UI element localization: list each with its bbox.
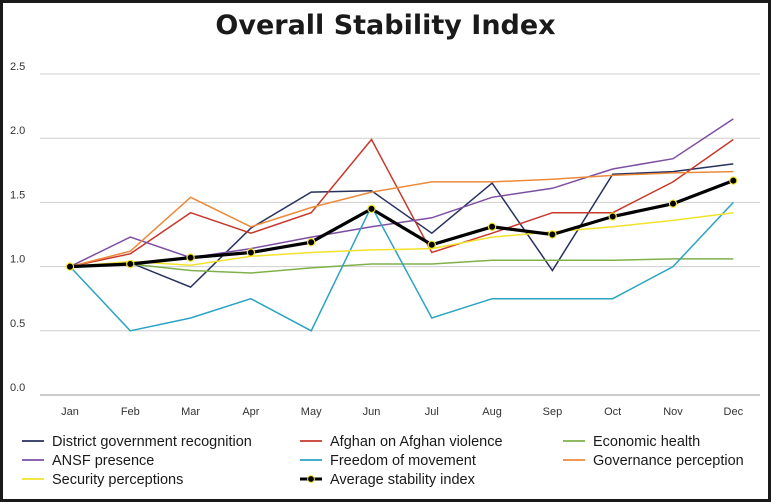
legend: District government recognition Afghan on…: [22, 434, 744, 488]
legend-label-economic-health: Economic health: [593, 434, 700, 450]
legend-label-governance-perception: Governance perception: [593, 453, 744, 469]
x-tick-label: Jun: [363, 406, 381, 418]
series-line-district-government-recognition: [69, 163, 734, 288]
x-tick-label: Jan: [61, 406, 79, 418]
series-line-ansf-presence: [69, 118, 734, 268]
data-point-average-stability-index: [729, 176, 738, 185]
y-tick-label: 0.5: [10, 318, 25, 330]
y-tick-label: 2.5: [10, 61, 25, 73]
data-point-average-stability-index: [427, 240, 436, 249]
legend-label-security-perceptions: Security perceptions: [52, 472, 183, 488]
series-line-afghan-on-afghan-violence: [69, 138, 734, 268]
series-line-average-stability-index: [69, 179, 734, 269]
grid-lines: [40, 73, 760, 396]
x-tick-label: Mar: [181, 406, 200, 418]
x-tick-label: Dec: [724, 406, 744, 418]
y-tick-label: 0.0: [10, 382, 25, 394]
series-line-economic-health: [69, 258, 734, 274]
x-tick-label: Feb: [121, 406, 140, 418]
y-tick-label: 2.0: [10, 125, 25, 137]
legend-label-district-government-recognition: District government recognition: [52, 434, 252, 450]
x-tick-label: Sep: [543, 406, 563, 418]
data-point-average-stability-index: [367, 204, 376, 214]
legend-label-afghan-on-afghan-violence: Afghan on Afghan violence: [330, 434, 503, 450]
x-tick-label: Apr: [242, 406, 259, 418]
y-axis-tick-labels: 0.0 0.5 1.0 1.5 2.0 2.5: [10, 61, 25, 394]
x-tick-label: May: [301, 406, 322, 418]
x-tick-label: Jul: [425, 406, 439, 418]
data-point-average-stability-index: [668, 199, 678, 208]
data-point-average-stability-index: [246, 248, 256, 257]
x-tick-label: Nov: [663, 406, 683, 418]
data-point-average-stability-index: [65, 262, 75, 271]
data-point-average-stability-index: [307, 238, 316, 247]
series-line-security-perceptions: [69, 211, 734, 268]
legend-marker-average-stability-index: [307, 475, 315, 483]
data-point-average-stability-index: [608, 212, 617, 221]
data-point-average-stability-index: [126, 259, 135, 269]
series-markers: [65, 176, 738, 271]
x-tick-label: Aug: [482, 406, 502, 418]
x-tick-label: Oct: [604, 406, 621, 418]
legend-label-ansf-presence: ANSF presence: [52, 453, 154, 469]
x-axis-tick-labels: Jan Feb Mar Apr May Jun Jul Aug Sep Oct Nov Dec: [61, 406, 743, 418]
legend-label-freedom-of-movement: Freedom of movement: [330, 453, 476, 469]
series-line-freedom-of-movement: [69, 201, 734, 332]
chart-title: Overall Stability Index: [215, 10, 556, 41]
data-point-average-stability-index: [186, 253, 195, 262]
data-point-average-stability-index: [548, 230, 557, 239]
y-tick-label: 1.5: [10, 189, 25, 201]
data-point-average-stability-index: [487, 222, 497, 231]
series-lines: [69, 118, 734, 332]
y-tick-label: 1.0: [10, 254, 25, 266]
legend-label-average-stability-index: Average stability index: [330, 472, 476, 488]
series-line-governance-perception: [69, 170, 734, 268]
